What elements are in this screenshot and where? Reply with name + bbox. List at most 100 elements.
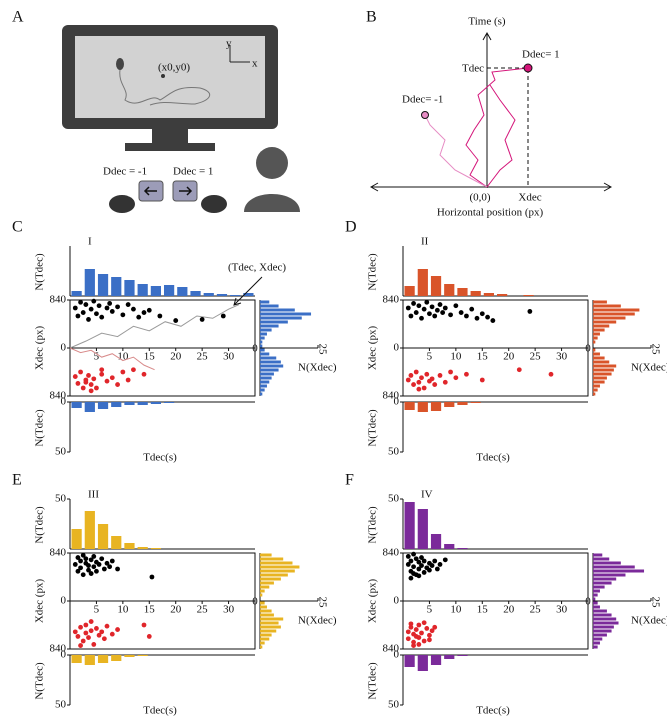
side-hist-bar xyxy=(260,621,279,625)
side-hist-bar xyxy=(593,577,617,581)
x-tick-label: 25 xyxy=(197,351,209,363)
side-hist-bar xyxy=(260,565,300,569)
x-tick-label: 15 xyxy=(144,604,156,616)
x-tick-label: 20 xyxy=(503,351,515,363)
side-hist-bar xyxy=(260,609,272,613)
point xyxy=(78,565,83,571)
axis-title: Tdec(s) xyxy=(476,705,510,717)
y-tick-label: 840 xyxy=(383,643,400,655)
hist-bar xyxy=(71,655,82,663)
point xyxy=(408,624,414,630)
side-hist-bar xyxy=(260,356,277,360)
side-hist-bar xyxy=(260,328,272,332)
point xyxy=(104,305,110,311)
hist-bar xyxy=(150,286,161,296)
x-tick-label: 25 xyxy=(316,344,328,356)
point xyxy=(442,379,448,385)
point xyxy=(442,557,448,563)
point xyxy=(88,388,94,394)
side-hist-bar xyxy=(593,581,612,585)
hist-bar xyxy=(243,293,254,296)
point xyxy=(131,306,136,312)
y-tick-label: 50 xyxy=(55,699,67,711)
hist-bar xyxy=(71,529,82,549)
point xyxy=(115,304,120,310)
side-hist-bar xyxy=(593,320,617,324)
side-hist-bar xyxy=(260,585,270,589)
side-hist-bar xyxy=(593,553,603,557)
x-tick-label: 25 xyxy=(530,351,542,363)
axis-title: N(Tdec) xyxy=(34,409,46,447)
side-hist-bar xyxy=(260,380,270,384)
point xyxy=(136,314,142,320)
point xyxy=(86,373,91,378)
point xyxy=(88,619,94,624)
y-tick-label: 840 xyxy=(50,390,67,402)
point xyxy=(115,382,120,387)
point xyxy=(408,373,414,378)
screen-axis-y: y xyxy=(226,38,232,50)
panel-title: IV xyxy=(421,489,433,501)
point xyxy=(75,568,81,574)
point xyxy=(413,369,419,375)
axis-title: Tdec(s) xyxy=(143,705,177,717)
screen-axis-x: x xyxy=(252,58,258,70)
point xyxy=(99,314,105,320)
side-hist-bar xyxy=(593,380,605,384)
point xyxy=(432,558,438,564)
side-hist-bar xyxy=(593,384,600,388)
point xyxy=(83,556,89,562)
side-hist-bar xyxy=(593,352,600,356)
axis-title: N(Tdec) xyxy=(367,409,379,447)
axis-title: N(Tdec) xyxy=(34,662,46,700)
point xyxy=(80,385,86,391)
hist-bar xyxy=(417,402,428,412)
side-hist-bar xyxy=(593,300,607,304)
y-tick-label: 840 xyxy=(383,294,400,306)
point xyxy=(411,639,416,645)
side-hist-bar xyxy=(593,625,614,629)
side-hist-bar xyxy=(593,328,605,332)
point xyxy=(453,375,459,381)
point xyxy=(173,318,179,323)
x-tick-label: 25 xyxy=(197,604,209,616)
point xyxy=(434,307,440,313)
y-tick-label: 840 xyxy=(50,547,67,559)
position-label: Xdec xyxy=(518,192,541,204)
x-tick-label: 5 xyxy=(427,604,433,616)
side-hist-bar xyxy=(260,304,279,308)
hist-bar xyxy=(457,288,468,296)
point xyxy=(421,306,427,312)
hist-bar xyxy=(84,269,95,296)
axis-title: Time (s) xyxy=(468,16,506,28)
point xyxy=(411,643,416,648)
point xyxy=(72,374,78,379)
y-tick-label: 50 xyxy=(55,446,67,458)
point xyxy=(429,304,435,310)
point xyxy=(419,375,424,381)
side-hist-bar xyxy=(260,312,312,316)
side-hist-bar xyxy=(260,577,281,581)
point xyxy=(469,306,475,312)
side-hist-bar xyxy=(260,641,265,645)
hist-bar xyxy=(164,402,175,403)
hist-bar xyxy=(84,655,95,665)
hist-bar xyxy=(71,291,82,296)
point xyxy=(78,299,83,305)
side-hist-bar xyxy=(260,605,267,609)
decision-label: Ddec= 1 xyxy=(522,49,560,61)
point xyxy=(149,574,155,580)
side-hist-bar xyxy=(593,573,626,577)
point xyxy=(432,313,438,319)
point xyxy=(96,632,102,638)
point xyxy=(107,301,113,306)
hist-bar xyxy=(137,284,148,296)
trajectory xyxy=(69,347,155,371)
hist-bar xyxy=(444,402,455,407)
side-hist-bar xyxy=(593,601,598,605)
side-hist-bar xyxy=(260,372,274,376)
point xyxy=(120,312,126,318)
side-hist-bar xyxy=(260,332,267,336)
start-label: (x0,y0) xyxy=(158,62,190,74)
side-hist-bar xyxy=(593,316,626,320)
